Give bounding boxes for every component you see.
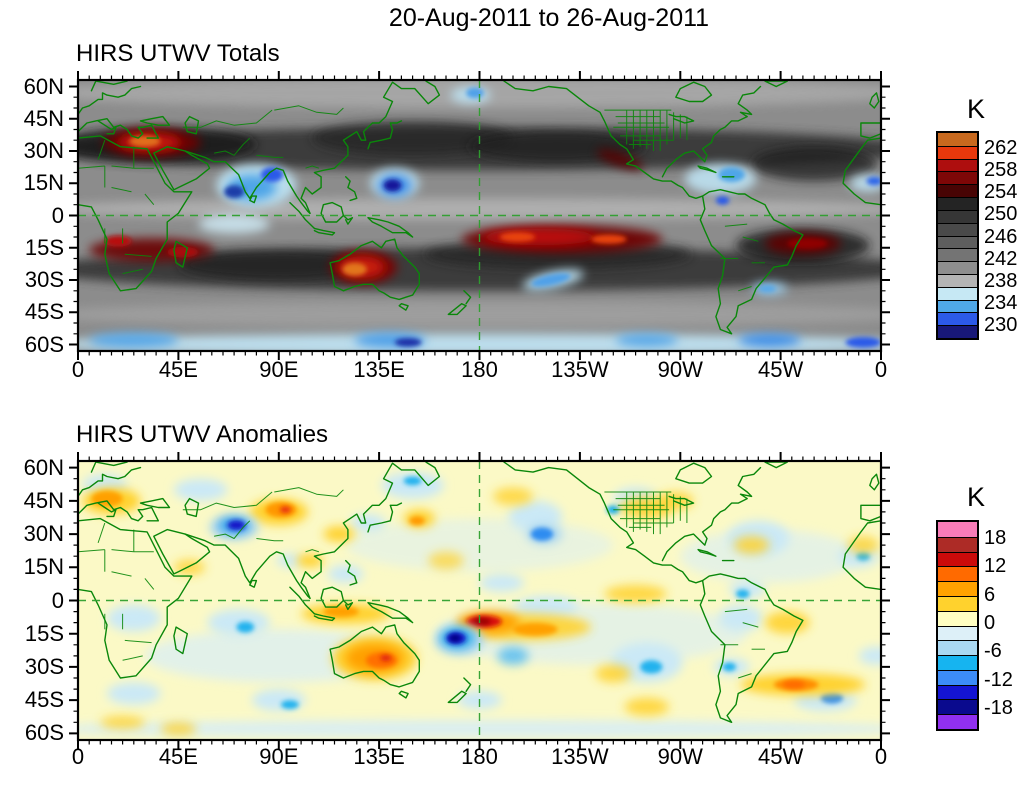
x-tick-label: 90W xyxy=(657,744,703,769)
colorbar-box xyxy=(938,223,977,236)
colorbar-box xyxy=(938,312,977,325)
y-tick-label: 30N xyxy=(23,521,64,547)
y-tick-label: 60N xyxy=(23,454,64,480)
colorbar-label: 6 xyxy=(984,583,996,606)
anomalies-colorbar-units-label: K xyxy=(966,482,985,512)
y-tick-label: 0 xyxy=(51,587,64,613)
totals-colorbar-units-label: K xyxy=(966,94,985,124)
y-tick-label: 15N xyxy=(23,170,64,196)
colorbar-box xyxy=(938,133,977,146)
colorbar-box xyxy=(938,670,977,685)
colorbar-label: -12 xyxy=(984,668,1013,691)
colorbar-box xyxy=(938,655,977,670)
colorbar-box xyxy=(938,699,977,714)
colorbar-label: 250 xyxy=(984,203,1018,226)
y-tick-label: 60S xyxy=(24,720,64,746)
x-tick-label: 90E xyxy=(259,357,299,382)
colorbar-box xyxy=(938,626,977,640)
x-tick-label: 0 xyxy=(874,357,888,382)
colorbar-label: -6 xyxy=(984,640,1002,663)
colorbar-box xyxy=(938,171,977,184)
colorbar-label: 254 xyxy=(984,181,1018,204)
country-borders xyxy=(78,105,765,292)
colorbar-box xyxy=(938,552,977,566)
x-tick-label: 90W xyxy=(657,357,703,382)
y-tick-label: 60N xyxy=(23,73,64,99)
colorbar-label: 246 xyxy=(984,225,1018,248)
feature-southern-ocean-moist-band xyxy=(78,333,881,351)
x-tick-label: 45W xyxy=(757,744,804,769)
colorbar-box xyxy=(938,596,977,611)
colorbar-box xyxy=(938,248,977,261)
y-tick-label: 45S xyxy=(24,687,64,713)
colorbar-label: 18 xyxy=(984,527,1007,549)
y-tick-label: 15N xyxy=(23,554,64,580)
coastlines xyxy=(78,461,881,723)
colorbar-box xyxy=(938,210,977,223)
y-tick-label: 15S xyxy=(24,234,64,260)
x-tick-label: 45W xyxy=(757,357,804,382)
colorbar-label: 238 xyxy=(984,269,1018,292)
y-tick-label: 0 xyxy=(51,202,64,228)
colorbar-label: 12 xyxy=(984,555,1007,578)
colorbar-box xyxy=(938,184,977,197)
x-tick-label: 180 xyxy=(461,744,498,769)
colorbar-box xyxy=(938,261,977,274)
anomalies-panel-title: HIRS UTWV Anomalies xyxy=(76,421,329,448)
colorbar-box xyxy=(938,611,977,626)
x-tick-label: 90E xyxy=(259,744,299,769)
country-borders xyxy=(78,487,765,679)
y-tick-label: 30N xyxy=(23,138,64,163)
colorbar-label: -18 xyxy=(984,696,1013,719)
x-tick-label: 135W xyxy=(551,357,609,382)
y-tick-label: 60S xyxy=(24,331,64,357)
colorbar-box xyxy=(938,159,977,171)
colorbar-label: 242 xyxy=(984,247,1018,270)
y-tick-label: 45N xyxy=(23,487,64,513)
colorbar-label: 234 xyxy=(984,292,1018,314)
colorbar-box xyxy=(938,581,977,596)
totals-colorbar xyxy=(936,131,979,340)
y-tick-label: 45N xyxy=(23,105,64,131)
colorbar-box xyxy=(938,566,977,581)
coastlines xyxy=(78,80,881,335)
colorbar-box xyxy=(938,197,977,210)
x-tick-label: 135E xyxy=(353,744,405,769)
x-tick-label: 45E xyxy=(158,357,198,382)
colorbar-label: 230 xyxy=(984,314,1018,337)
colorbar-label: 262 xyxy=(984,137,1018,159)
colorbar-label: 258 xyxy=(984,159,1018,182)
colorbar-box xyxy=(938,714,977,729)
colorbar-box xyxy=(938,522,977,537)
colorbar-box xyxy=(938,274,977,287)
x-tick-label: 135W xyxy=(551,744,609,769)
y-tick-label: 30S xyxy=(24,653,64,679)
x-tick-label: 0 xyxy=(874,744,888,769)
x-tick-label: 180 xyxy=(461,357,498,382)
colorbar-label: 0 xyxy=(984,611,996,634)
y-tick-label: 30S xyxy=(24,267,64,292)
totals-map-canvas xyxy=(69,71,890,360)
main-title: 20-Aug-2011 to 26-Aug-2011 xyxy=(388,4,710,32)
colorbar-box xyxy=(938,325,977,338)
y-tick-label: 45S xyxy=(24,299,64,325)
colorbar-box xyxy=(938,287,977,300)
totals-panel-title: HIRS UTWV Totals xyxy=(76,40,280,67)
colorbar-box xyxy=(938,685,977,699)
anomalies-colorbar xyxy=(936,520,979,731)
colorbar-box xyxy=(938,537,977,552)
x-tick-label: 0 xyxy=(71,357,85,382)
colorbar-box xyxy=(938,640,977,655)
colorbar-box xyxy=(938,236,977,248)
anomalies-map-canvas xyxy=(69,452,890,749)
colorbar-box xyxy=(938,146,977,159)
y-tick-label: 15S xyxy=(24,620,64,646)
colorbar-box xyxy=(938,300,977,312)
x-tick-label: 0 xyxy=(71,744,85,769)
x-tick-label: 45E xyxy=(158,744,198,769)
x-tick-label: 135E xyxy=(353,357,405,382)
